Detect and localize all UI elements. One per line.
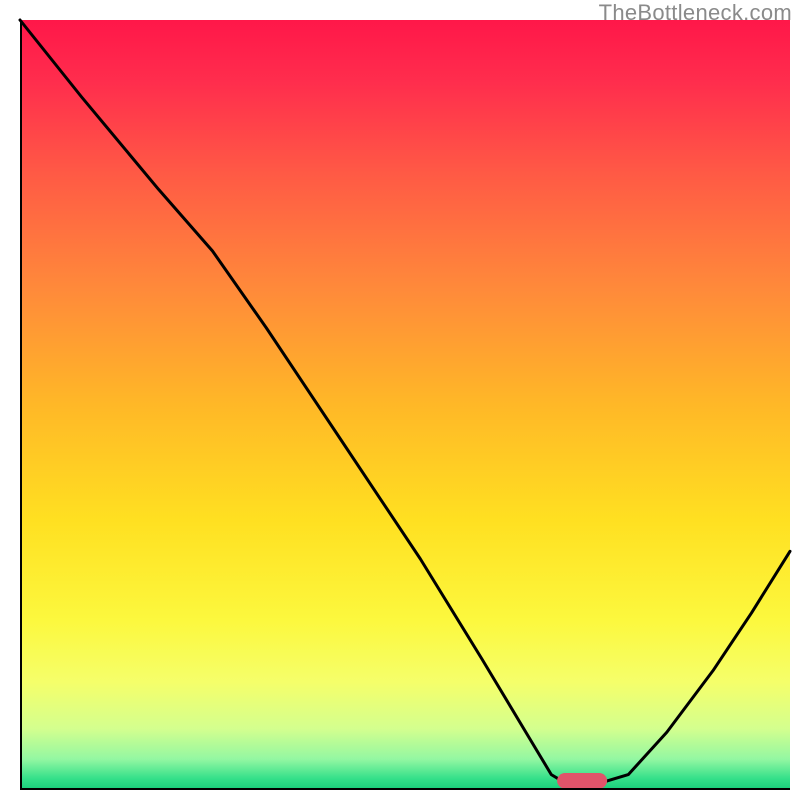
optimal-marker <box>557 773 607 788</box>
x-axis-line <box>20 788 790 790</box>
chart-container: TheBottleneck.com <box>0 0 800 800</box>
chart-overlay-svg <box>0 0 800 800</box>
y-axis-line <box>20 20 22 790</box>
bottleneck-curve <box>20 20 790 784</box>
